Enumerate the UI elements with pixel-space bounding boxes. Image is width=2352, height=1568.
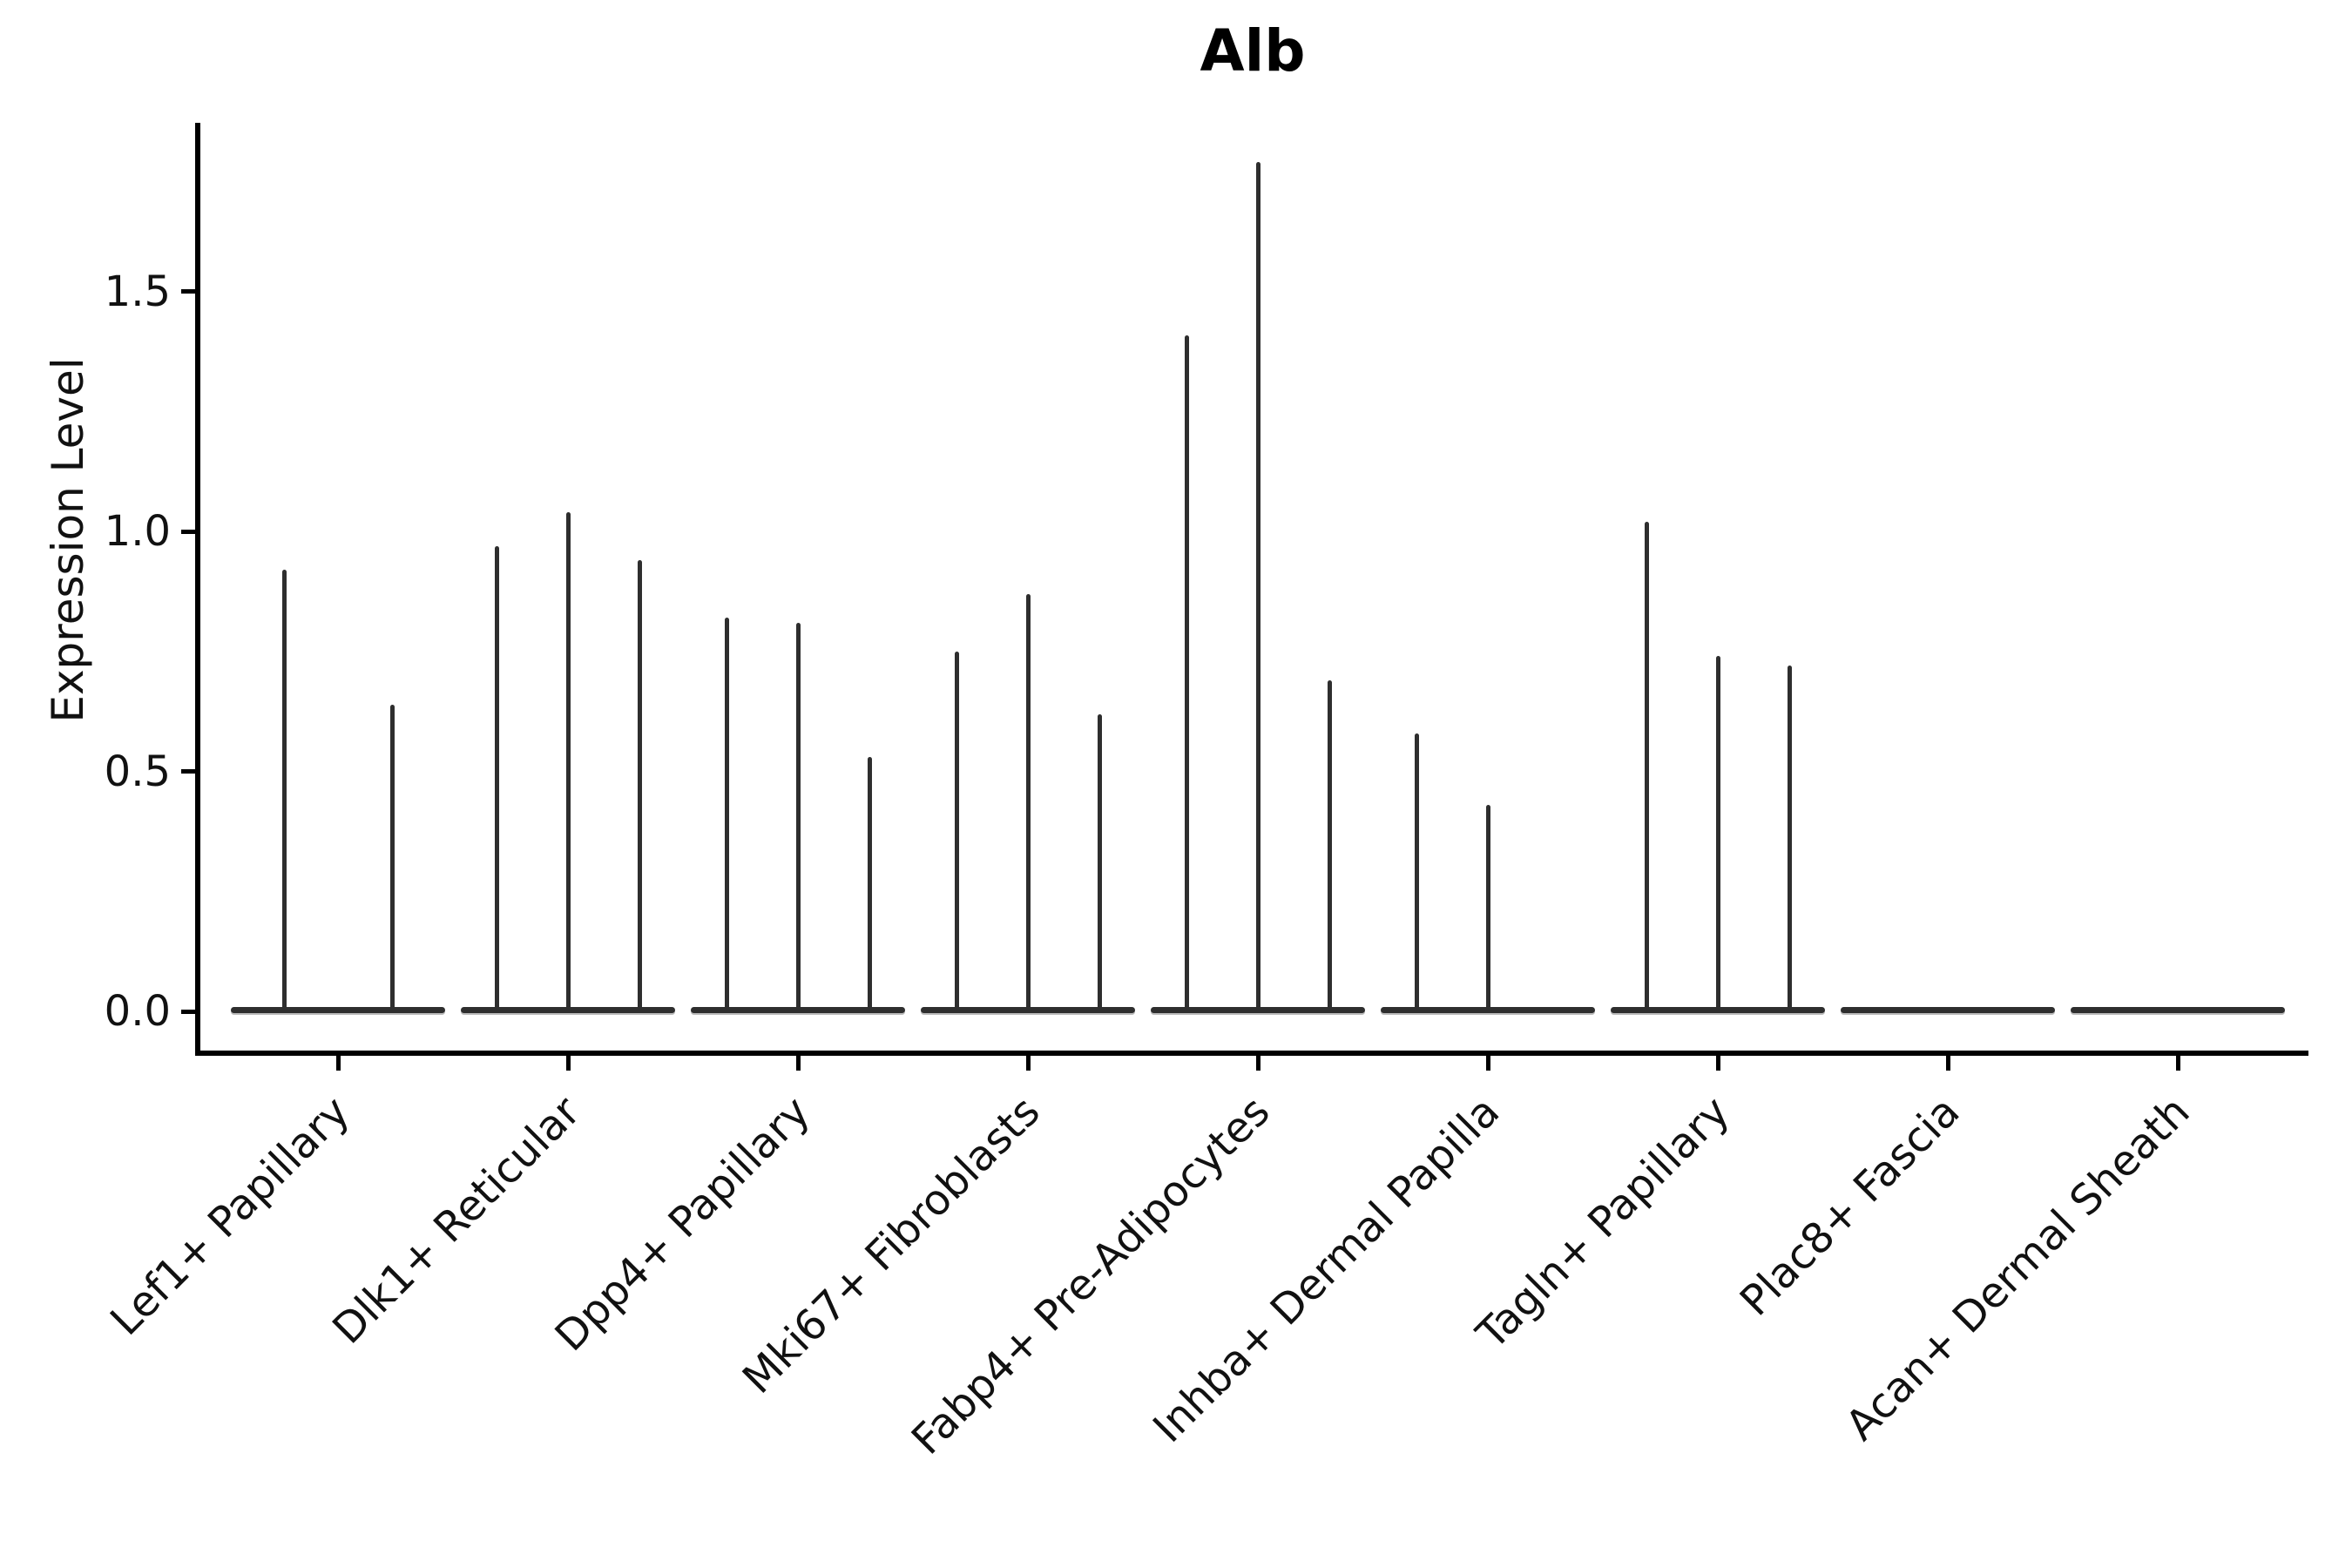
violin-baseline [231,1007,445,1013]
x-tick-mark [1485,1056,1490,1071]
x-tick-label: Dpp4+ Papillary [545,1087,820,1362]
violin-spike [281,570,287,1013]
x-tick-mark [335,1056,341,1071]
violin-spike [954,651,959,1013]
x-tick-mark [1025,1056,1031,1071]
y-tick-label: 0.5 [104,747,171,796]
violin-spike [1025,593,1031,1013]
y-tick-mark [181,769,196,774]
violin-spike [1485,805,1490,1013]
x-tick-mark [565,1056,571,1071]
violin-spike [1715,656,1720,1013]
y-tick-label: 0.0 [104,987,171,1036]
y-tick-label: 1.0 [104,507,171,557]
violin-spike [795,622,801,1013]
violin-spike [494,545,499,1013]
x-tick-mark [2175,1056,2180,1071]
x-tick-label: Plac8+ Fascia [1731,1087,1970,1326]
x-tick-label: Dlk1+ Reticular [322,1087,590,1354]
y-tick-label: 1.5 [104,267,171,316]
x-tick-label: Tagln+ Papillary [1467,1087,1740,1359]
y-tick-mark [181,1009,196,1014]
violin-spike [1644,522,1649,1013]
x-tick-mark [1715,1056,1720,1071]
violin-spike [1184,335,1189,1013]
figure-title: Alb [1200,17,1306,84]
violin-baseline [2071,1007,2285,1013]
violin-spike [565,512,571,1013]
violin-spike [1787,666,1792,1013]
violin-spike [637,560,642,1013]
x-axis-spine [195,1051,2308,1056]
violin-spike [1097,713,1102,1013]
violin-spike [389,704,395,1013]
x-tick-mark [1945,1056,1950,1071]
y-tick-mark [181,529,196,534]
violin-spike [1327,680,1332,1013]
violin-spike [1414,733,1419,1013]
y-axis-spine [195,123,200,1056]
violin-spike [1255,162,1260,1013]
x-tick-label: Lef1+ Papillary [101,1087,360,1345]
x-tick-mark [1255,1056,1260,1071]
violin-spike [724,618,729,1013]
y-tick-mark [181,289,196,294]
violin-spike [867,757,872,1013]
x-tick-mark [795,1056,801,1071]
violin-baseline [1841,1007,2055,1013]
